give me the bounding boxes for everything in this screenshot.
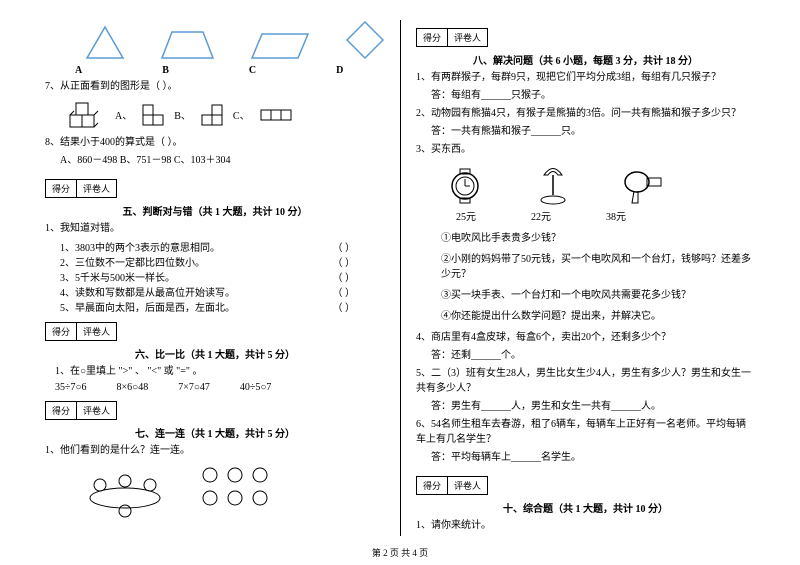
cmp-3: 7×7○47 <box>178 382 210 393</box>
label-c: C <box>249 65 256 76</box>
diamond-shape <box>345 20 385 60</box>
section-5-title: 五、判断对与错（共 1 大题，共计 10 分） <box>45 203 385 218</box>
judge-5: 5、早晨面向太阳，后面是西，左面北。 <box>60 299 235 314</box>
score-box-8: 得分 评卷人 <box>416 28 488 47</box>
opt-b-shape <box>201 104 223 126</box>
paren-2: （ ） <box>333 254 356 269</box>
cmp-1: 35÷7○6 <box>55 382 87 393</box>
judge-2: 2、三位数不一定都比四位数小。 <box>60 254 205 269</box>
q8-options: A、860－498 B、751－98 C、103＋304 <box>60 153 385 168</box>
parallelogram-shape <box>250 32 310 60</box>
price-watch: 25元 <box>456 208 476 223</box>
kids-table-icon <box>75 463 175 518</box>
paren-3: （ ） <box>333 269 356 284</box>
q7-options: A、 B、 C、 <box>65 97 385 132</box>
connect-images <box>75 463 385 518</box>
opt-a-shape <box>142 104 164 126</box>
triangle-shape <box>85 25 125 60</box>
a8-2: 答：一共有熊猫和猴子______只。 <box>431 124 755 139</box>
q8-2: 2、动物园有熊猫4只，有猴子是熊猫的3倍。问一共有熊猫和猴子多少只？ <box>416 106 755 121</box>
label-a: A <box>75 65 82 76</box>
question-8: 8、结果小于400的算式是（ ）。 <box>45 135 385 150</box>
sub-q3: ③买一块手表、一个台灯和一个电吹风共需要花多少钱？ <box>441 286 755 301</box>
section-6-title: 六、比一比（共 1 大题，共计 5 分） <box>45 346 385 361</box>
sec6-lead: 1、在○里填上 ">" 、 "<" 或 "=" 。 <box>55 364 385 379</box>
products-row <box>446 160 755 205</box>
trapezoid-shape <box>160 30 215 60</box>
section-10-title: 十、综合题（共 1 大题，共计 10 分） <box>416 500 755 515</box>
question-7: 7、从正面看到的图形是（ ）。 <box>45 79 385 94</box>
compare-items: 35÷7○6 8×6○48 7×7○47 40÷5○7 <box>55 382 385 393</box>
page-footer: 第 2 页 共 4 页 <box>0 546 800 559</box>
paren-5: （ ） <box>333 299 356 314</box>
score-box-5: 得分 评卷人 <box>45 179 117 198</box>
sub-q4: ④你还能提出什么数学问题？提出来，并解决它。 <box>441 307 755 322</box>
sub-q1: ①电吹风比手表贵多少钱？ <box>441 229 755 244</box>
cmp-4: 40÷5○7 <box>240 382 272 393</box>
q8-1: 1、有两群猴子，每群9只，现把它们平均分成3组，每组有几只猴子？ <box>416 70 755 85</box>
prices: 25元 22元 38元 <box>456 208 755 223</box>
paren-1: （ ） <box>333 239 356 254</box>
cmp-2: 8×6○48 <box>117 382 149 393</box>
q8-5: 5、二（3）班有女生28人，男生比女生少4人，男生有多少人？男生和女生一共有多少… <box>416 366 755 396</box>
dryer-icon <box>622 167 664 205</box>
judge-3: 3、5千米与500米一样长。 <box>60 269 175 284</box>
cube-stack-icon <box>65 97 105 132</box>
q7-opt-b: B、 <box>174 107 191 122</box>
lamp-icon <box>534 160 572 205</box>
shape-options <box>85 20 385 60</box>
a8-4: 答：还剩______个。 <box>431 348 755 363</box>
a8-1: 答：每组有______只猴子。 <box>431 88 755 103</box>
score-box-7: 得分 评卷人 <box>45 401 117 420</box>
section-8-title: 八、解决问题（共 6 小题，每题 3 分，共计 18 分） <box>416 52 755 67</box>
section-7-title: 七、连一连（共 1 大题，共计 5 分） <box>45 425 385 440</box>
sec7-lead: 1、他们看到的是什么？连一连。 <box>45 443 385 458</box>
opt-c-shape <box>260 109 292 121</box>
grader-label: 评卷人 <box>77 180 116 197</box>
score-box-6: 得分 评卷人 <box>45 322 117 341</box>
q7-opt-c: C、 <box>233 107 250 122</box>
sec10-lead: 1、请你来统计。 <box>416 518 755 533</box>
watch-icon <box>446 167 484 205</box>
price-lamp: 22元 <box>531 208 551 223</box>
q8-3: 3、买东西。 <box>416 142 755 157</box>
score-label: 得分 <box>46 180 77 197</box>
sec5-lead: 1、我知道对错。 <box>45 221 385 236</box>
judge-4: 4、读数和写数都是从最高位开始读写。 <box>60 284 235 299</box>
price-dryer: 38元 <box>606 208 626 223</box>
a8-5: 答：男生有______人，男生和女生一共有______人。 <box>431 399 755 414</box>
shapes-grid-icon <box>195 463 295 518</box>
score-box-10: 得分 评卷人 <box>416 476 488 495</box>
judge-1: 1、3803中的两个3表示的意思相同。 <box>60 239 220 254</box>
a8-6: 答：平均每辆车上______名学生。 <box>431 450 755 465</box>
q7-opt-a: A、 <box>115 107 132 122</box>
q8-6: 6、54名师生租车去春游，租了6辆车，每辆车上正好有一名老师。平均每辆车上有几名… <box>416 417 755 447</box>
shape-labels: A B C D <box>75 65 385 76</box>
q8-4: 4、商店里有4盒皮球，每盒6个，卖出20个，还剩多少个？ <box>416 330 755 345</box>
label-b: B <box>162 65 169 76</box>
sub-q2: ②小刚的妈妈带了50元钱，买一个电吹风和一个台灯，钱够吗？还差多少元？ <box>441 250 755 280</box>
label-d: D <box>336 65 343 76</box>
paren-4: （ ） <box>333 284 356 299</box>
